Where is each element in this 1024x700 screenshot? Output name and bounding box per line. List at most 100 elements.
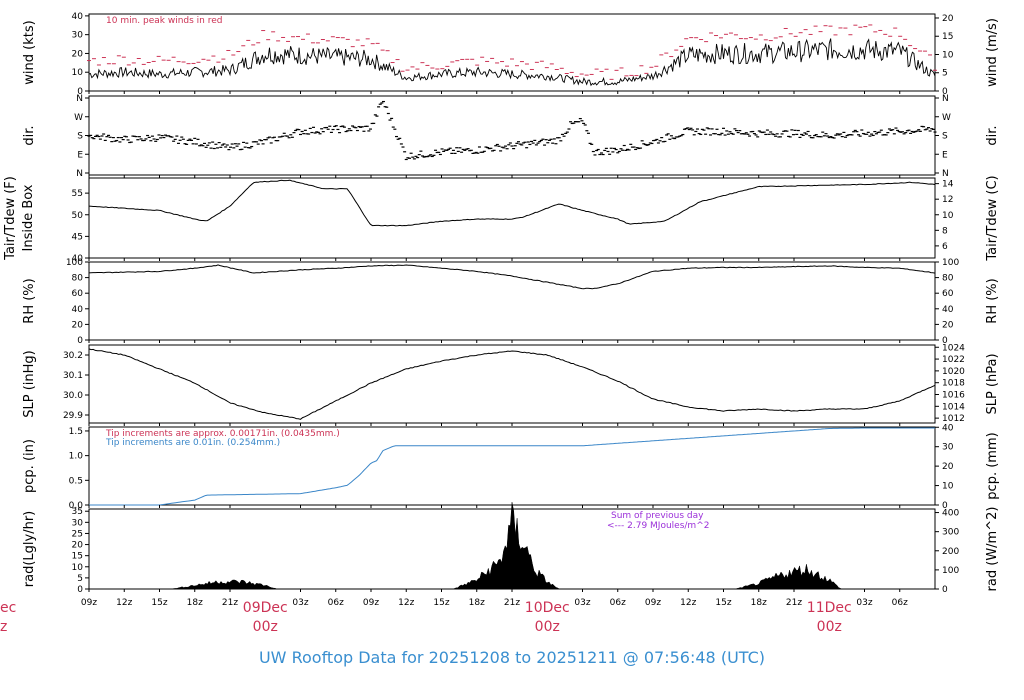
- dir-ytick-right-label: S: [942, 132, 948, 142]
- temp-ytick-right-label: 6: [942, 242, 948, 252]
- dir-ytick-left-label: E: [77, 150, 83, 160]
- x-tick-label: 09z: [645, 598, 661, 608]
- x-tick-label: 18z: [751, 598, 767, 608]
- rad-ylabel-left: rad(Lgly/hr): [22, 511, 37, 587]
- slp-panel-frame: [88, 344, 936, 424]
- x-tick-label: 12z: [680, 598, 696, 608]
- wind-ylabel-right: wind (m/s): [985, 18, 1000, 87]
- rad-ytick-right-label: 400: [942, 509, 959, 519]
- rh-series-line: [88, 264, 936, 290]
- pcp-annotation-approx: Tip increments are approx. 0.00171in. (0…: [105, 429, 340, 439]
- rh-ylabel-left: RH (%): [22, 278, 37, 323]
- x-tick-label: 12z: [116, 598, 132, 608]
- rad-series-area: [89, 502, 935, 590]
- rad-ytick-right-label: 100: [942, 566, 959, 576]
- rh-ytick-right-label: 0: [942, 336, 948, 346]
- x-tick-label: 12z: [398, 598, 414, 608]
- x-tick-label: 06z: [610, 598, 626, 608]
- wind-annotation: 10 min. peak winds in red: [106, 16, 223, 26]
- x-day-label: 10Dec: [525, 600, 570, 616]
- x-tick-label: 18z: [469, 598, 485, 608]
- temp-ytick-right-label: 12: [942, 195, 953, 205]
- x-day-label: 11Dec: [807, 600, 852, 616]
- wind-ytick-left-label: 40: [72, 12, 84, 22]
- rad-ytick-right-label: 0: [942, 585, 948, 595]
- x-tick-label: 09z: [363, 598, 379, 608]
- temp-ytick-right-label: 8: [942, 226, 948, 236]
- temp-ytick-right-label: 10: [942, 211, 954, 221]
- temp-panel-frame: [88, 177, 936, 259]
- x-edge-day-label: ec: [0, 600, 16, 616]
- rh-ytick-left-label: 100: [66, 258, 83, 268]
- pcp-annotation-tip: Tip increments are 0.01in. (0.254mm.): [105, 438, 280, 448]
- dir-ytick-left-label: N: [76, 169, 83, 179]
- slp-ytick-left-label: 29.9: [63, 411, 83, 421]
- x-tick-label: 15z: [433, 598, 449, 608]
- wind-ytick-left-label: 30: [72, 31, 84, 41]
- slp-ytick-right-label: 1024: [942, 343, 965, 353]
- dir-ylabel-right: dir.: [985, 125, 1000, 145]
- rad-ytick-left-label: 25: [72, 529, 83, 539]
- x-tick-label: 15z: [151, 598, 167, 608]
- wind-ylabel-left: wind (kts): [22, 20, 37, 84]
- pcp-ytick-left-label: 1.0: [69, 452, 84, 462]
- temp-series-line: [88, 179, 936, 227]
- wind-ytick-left-label: 20: [72, 49, 84, 59]
- rh-ytick-right-label: 100: [942, 258, 959, 268]
- x-tick-label: 21z: [504, 598, 520, 608]
- x-tick-label: 21z: [786, 598, 802, 608]
- dir-ytick-right-label: N: [942, 94, 949, 104]
- temp-ytick-left-label: 55: [72, 189, 83, 199]
- slp-ytick-left-label: 30.1: [63, 371, 83, 381]
- rh-panel-frame: [88, 261, 936, 341]
- pcp-series-line: [89, 427, 935, 506]
- wind-ytick-right-label: 15: [942, 32, 953, 42]
- rh-ytick-right-label: 60: [942, 289, 954, 299]
- x-day-hour-label: 00z: [817, 619, 842, 635]
- x-tick-label: 03z: [292, 598, 308, 608]
- wind-series-line: [88, 38, 936, 87]
- rh-ytick-left-label: 80: [72, 274, 84, 284]
- rh-ytick-left-label: 60: [72, 289, 84, 299]
- rh-ytick-left-label: 20: [72, 320, 84, 330]
- slp-ylabel-left: SLP (inHg): [22, 350, 37, 418]
- rad-ytick-left-label: 10: [72, 563, 84, 573]
- dir-panel-frame: [88, 95, 936, 176]
- rad-annotation-value: <--- 2.79 MJoules/m^2: [607, 521, 709, 531]
- rh-ytick-right-label: 40: [942, 305, 954, 315]
- wind-ytick-right-label: 20: [942, 14, 954, 24]
- x-tick-label: 06z: [892, 598, 908, 608]
- rad-ytick-left-label: 35: [72, 507, 83, 517]
- rad-ylabel-right: rad (W/m^2): [985, 507, 1000, 592]
- slp-ytick-right-label: 1014: [942, 402, 965, 412]
- slp-ytick-right-label: 1018: [942, 379, 965, 389]
- wind-ytick-right-label: 10: [942, 50, 954, 60]
- x-tick-label: 09z: [81, 598, 97, 608]
- rad-ytick-right-label: 300: [942, 528, 959, 538]
- slp-ytick-left-label: 30.2: [63, 351, 83, 361]
- temp-ytick-left-label: 45: [72, 232, 83, 242]
- wind-ytick-left-label: 10: [72, 68, 84, 78]
- pcp-ytick-right-label: 30: [942, 443, 954, 453]
- x-tick-label: 21z: [222, 598, 238, 608]
- x-edge-hour-label: z: [0, 619, 7, 635]
- x-tick-label: 03z: [574, 598, 590, 608]
- dir-ylabel-left: dir.: [22, 125, 37, 145]
- dir-ytick-right-label: N: [942, 169, 949, 179]
- dir-ytick-left-label: S: [77, 132, 83, 142]
- x-tick-label: 15z: [715, 598, 731, 608]
- temp-ytick-right-label: 14: [942, 180, 954, 190]
- temp-ytick-left-label: 50: [72, 211, 84, 221]
- rh-ytick-left-label: 0: [77, 336, 83, 346]
- temp-ytick-left-label: 40: [72, 254, 84, 264]
- x-tick-label: 03z: [856, 598, 872, 608]
- rh-ytick-right-label: 80: [942, 274, 954, 284]
- pcp-ytick-right-label: 40: [942, 423, 954, 433]
- temp-ylabel-right: Tair/Tdew (C): [985, 175, 1000, 261]
- pcp-ytick-right-label: 20: [942, 462, 954, 472]
- slp-ytick-right-label: 1020: [942, 367, 965, 377]
- page-title: UW Rooftop Data for 20251208 to 20251211…: [258, 648, 766, 667]
- temp-ylabel-left: Inside Box: [21, 184, 36, 251]
- pcp-ylabel-right: pcp. (mm): [985, 432, 1000, 499]
- wind-ytick-left-label: 0: [77, 87, 83, 97]
